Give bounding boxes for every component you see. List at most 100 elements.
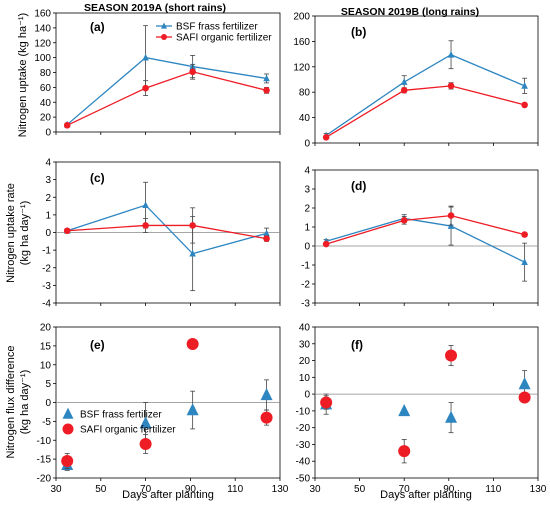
plot-area [314,169,539,304]
y-axis-label-flux-line2: (kg ha day⁻¹) [19,370,31,435]
series-line [325,217,525,263]
series-line [67,224,267,240]
y-tick-label: -50 [296,474,311,485]
y-tick-label: 80 [40,68,52,79]
data-point [518,377,531,390]
legend-label: SAFI organic fertilizer [80,425,176,436]
y-tick-label: 140 [34,23,51,34]
data-point [142,201,149,209]
series-bsf [63,181,270,292]
y-tick-label: 1 [304,223,310,234]
y-tick-label: 0 [45,128,51,139]
panel-d: -3 -2 -1 0 1 2 3 4 (d) [301,166,539,310]
y-tick-label: -4 [42,299,51,310]
data-point [445,410,458,423]
y-tick-label: -15 [37,455,52,466]
y-tick-label: 3 [304,185,310,196]
y-tick-label: 0 [304,139,310,150]
x-tick-label: 50 [95,484,107,495]
data-point [61,455,74,468]
y-axis-label-rate-line2: (kg ha day⁻¹) [19,201,31,266]
y-tick-label: -3 [301,299,310,310]
data-point [263,229,270,237]
y-tick-label: -2 [42,263,51,274]
season-b-title: SEASON 2019B (long rains) [341,6,479,18]
y-tick-label: 20 [40,113,52,124]
x-tick-label: 110 [485,484,501,495]
data-point [186,403,199,416]
y-tick-label: -1 [42,246,51,257]
series-bsf [320,370,531,434]
x-tick-label: 110 [227,484,243,495]
x-tick-label: 90 [443,484,455,495]
y-tick-label: -5 [42,417,51,428]
panel-c: -4 -3 -2 -1 0 1 2 3 4 (c) [42,158,281,310]
panel-f: -50 -40 -30 -20 -10 0 10 20 30 40 30 50 70 90 110 130 (f… [296,323,547,496]
legend-label: BSF frass fertilizer [176,22,258,33]
legend: BSF frass fertilizer SAFI organic fertili… [62,407,176,436]
data-point [398,403,411,417]
x-tick-label: 70 [140,484,152,495]
plot-area [314,15,539,144]
x-tick-label: 130 [272,484,289,495]
data-point [445,349,458,362]
data-point [186,337,199,350]
panel-label: (d) [351,179,366,193]
x-tick-label: 30 [309,484,321,495]
panel-a: 0 20 40 60 80 100 120 140 160 (a) BSF frass fertil… [34,9,281,139]
y-tick-label: -10 [296,406,311,417]
series-bsf [322,40,528,139]
y-tick-label: 100 [34,53,51,64]
x-axis-label-left: Days after planting [122,489,214,501]
x-axis-label-right: Days after planting [380,489,472,501]
x-tick-label: 50 [354,484,366,495]
data-point [139,438,152,451]
data-point [142,53,149,61]
y-tick-label: 0 [304,242,310,253]
y-tick-label: 80 [299,88,311,99]
y-tick-label: 20 [40,323,52,334]
y-tick-label: -2 [301,280,310,291]
y-tick-label: 5 [45,379,51,390]
y-axis-label-rate-line1: Nitrogen uptake rate [5,183,17,283]
data-point [320,396,333,409]
data-point [521,231,528,238]
series-safi [320,345,531,464]
y-tick-label: 0 [304,390,310,401]
series-line [325,214,525,245]
y-tick-label: 4 [304,166,310,177]
y-tick-label: 40 [299,323,311,334]
panel-label: (f) [351,338,363,352]
y-tick-label: 2 [304,204,310,215]
y-tick-label: 4 [45,158,51,169]
data-point [139,416,152,429]
data-point [63,122,71,129]
x-tick-label: 90 [185,484,197,495]
series-line [66,204,267,255]
panel-e: -20 -15 -10 -5 0 5 10 15 20 30 50 70 90 110 130 (e) BSF … [37,323,289,496]
y-tick-label: 3 [45,175,51,186]
series-safi [63,207,270,244]
data-point [447,82,455,90]
legend-marker [161,34,167,40]
y-tick-label: 20 [299,356,311,367]
data-point [398,445,411,458]
y-tick-label: -1 [301,261,310,272]
series-line [325,54,525,136]
y-tick-label: 40 [40,98,52,109]
y-tick-label: 10 [40,360,52,371]
plot-area [314,326,539,479]
legend-label: BSF frass fertilizer [80,410,162,421]
y-tick-label: 15 [40,341,52,352]
series-line [325,85,525,138]
data-point [322,133,330,141]
y-tick-label: -40 [296,457,311,468]
y-tick-label: -30 [296,440,311,451]
series-line [66,56,267,126]
data-point [189,68,196,76]
data-point [260,388,273,401]
data-point [400,217,408,224]
y-tick-label: 0 [45,398,51,409]
y-tick-label: 200 [293,12,310,23]
panel-label: (e) [90,338,105,352]
